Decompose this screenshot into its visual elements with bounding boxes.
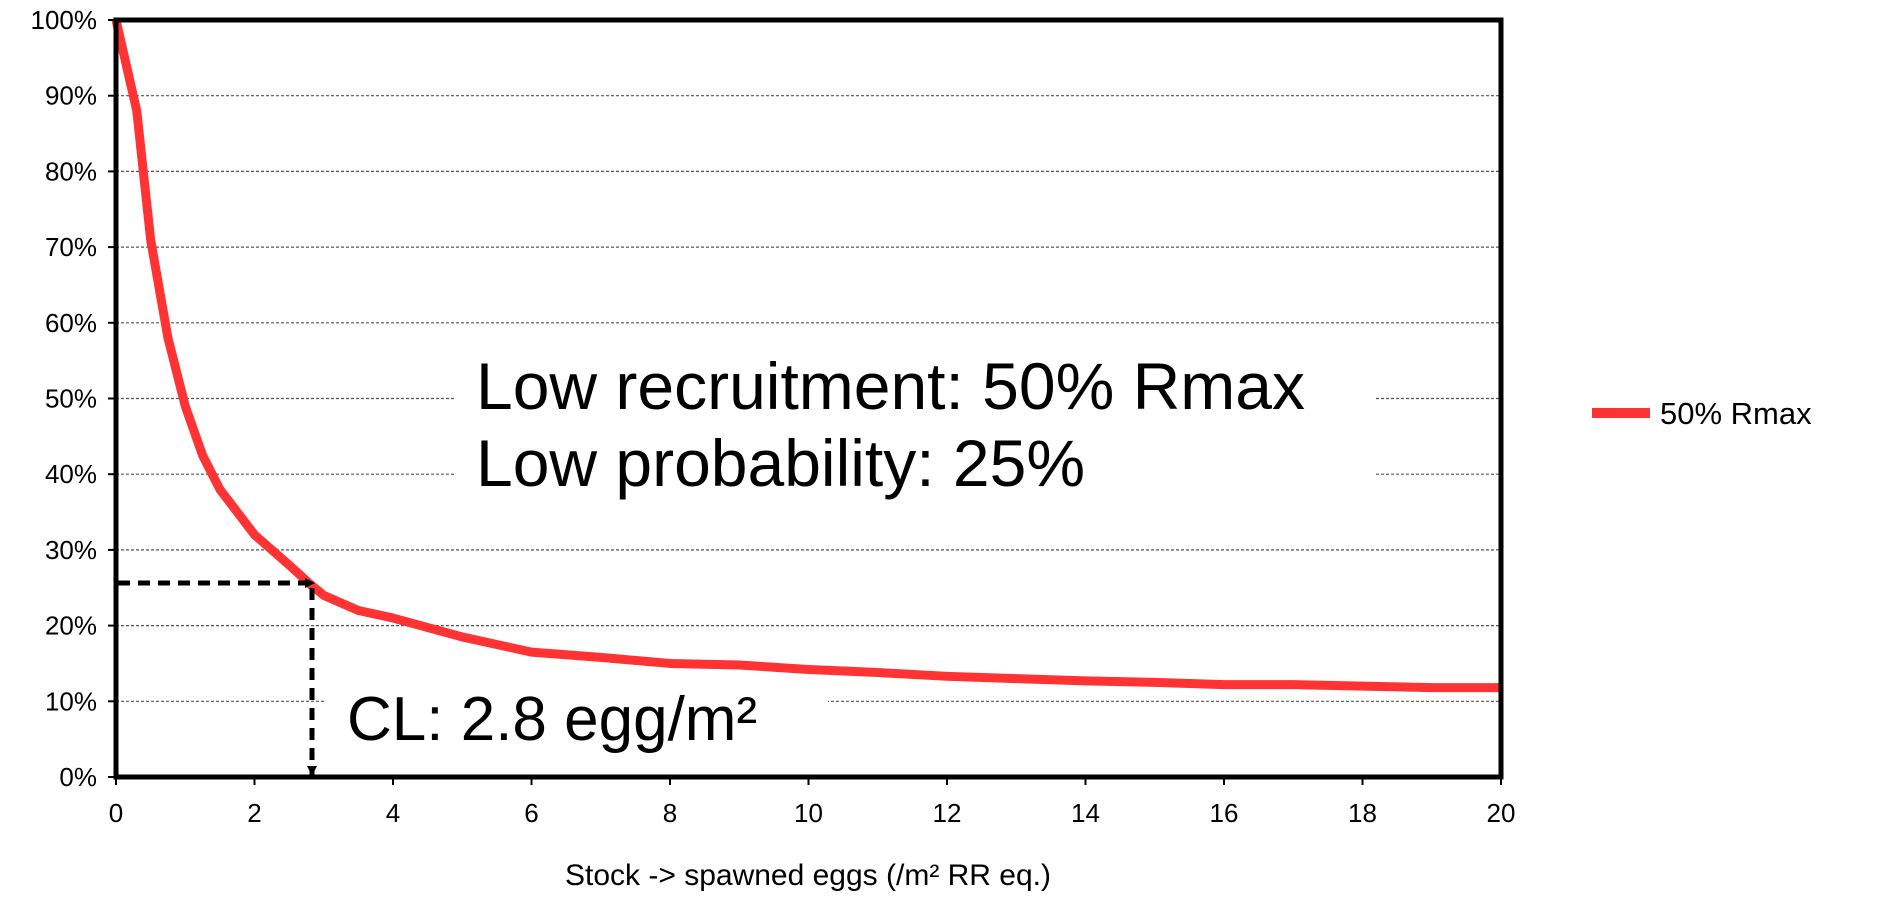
y-tick-label: 70%: [45, 232, 97, 262]
y-tick-label: 100%: [31, 5, 98, 35]
x-tick-label: 8: [663, 798, 677, 828]
x-tick-label: 12: [933, 798, 962, 828]
x-tick-label: 14: [1071, 798, 1100, 828]
y-tick-label: 50%: [45, 384, 97, 414]
x-tick-label: 2: [247, 798, 261, 828]
x-tick-label: 18: [1348, 798, 1377, 828]
series-layer: [111, 18, 1501, 693]
y-tick-label: 20%: [45, 611, 97, 641]
x-tick-label: 6: [524, 798, 538, 828]
annotation: CL: 2.8 egg/m²: [347, 685, 757, 754]
x-tick-label: 10: [794, 798, 823, 828]
y-tick-label: 10%: [45, 686, 97, 716]
y-tick-label: 60%: [45, 308, 97, 338]
annotation-box: [325, 680, 828, 775]
x-axis-title: Stock -> spawned eggs (/m² RR eq.): [565, 859, 1051, 892]
y-tick-label: 80%: [45, 156, 97, 186]
y-tick-label: 30%: [45, 535, 97, 565]
y-tick-label: 90%: [45, 81, 97, 111]
annotation: Low recruitment: 50% Rmax: [476, 349, 1305, 423]
legend-label: 50% Rmax: [1660, 396, 1812, 431]
line: [111, 18, 1501, 693]
x-tick-label: 4: [386, 798, 400, 828]
x-tick-label: 0: [109, 798, 123, 828]
annotation: Low probability: 25%: [476, 426, 1085, 500]
y-tick-label: 40%: [45, 459, 97, 489]
x-tick-label: 16: [1210, 798, 1239, 828]
x-tick-label: 20: [1487, 798, 1516, 828]
annotation-box: [455, 349, 1376, 506]
y-tick-label: 0%: [59, 762, 97, 792]
